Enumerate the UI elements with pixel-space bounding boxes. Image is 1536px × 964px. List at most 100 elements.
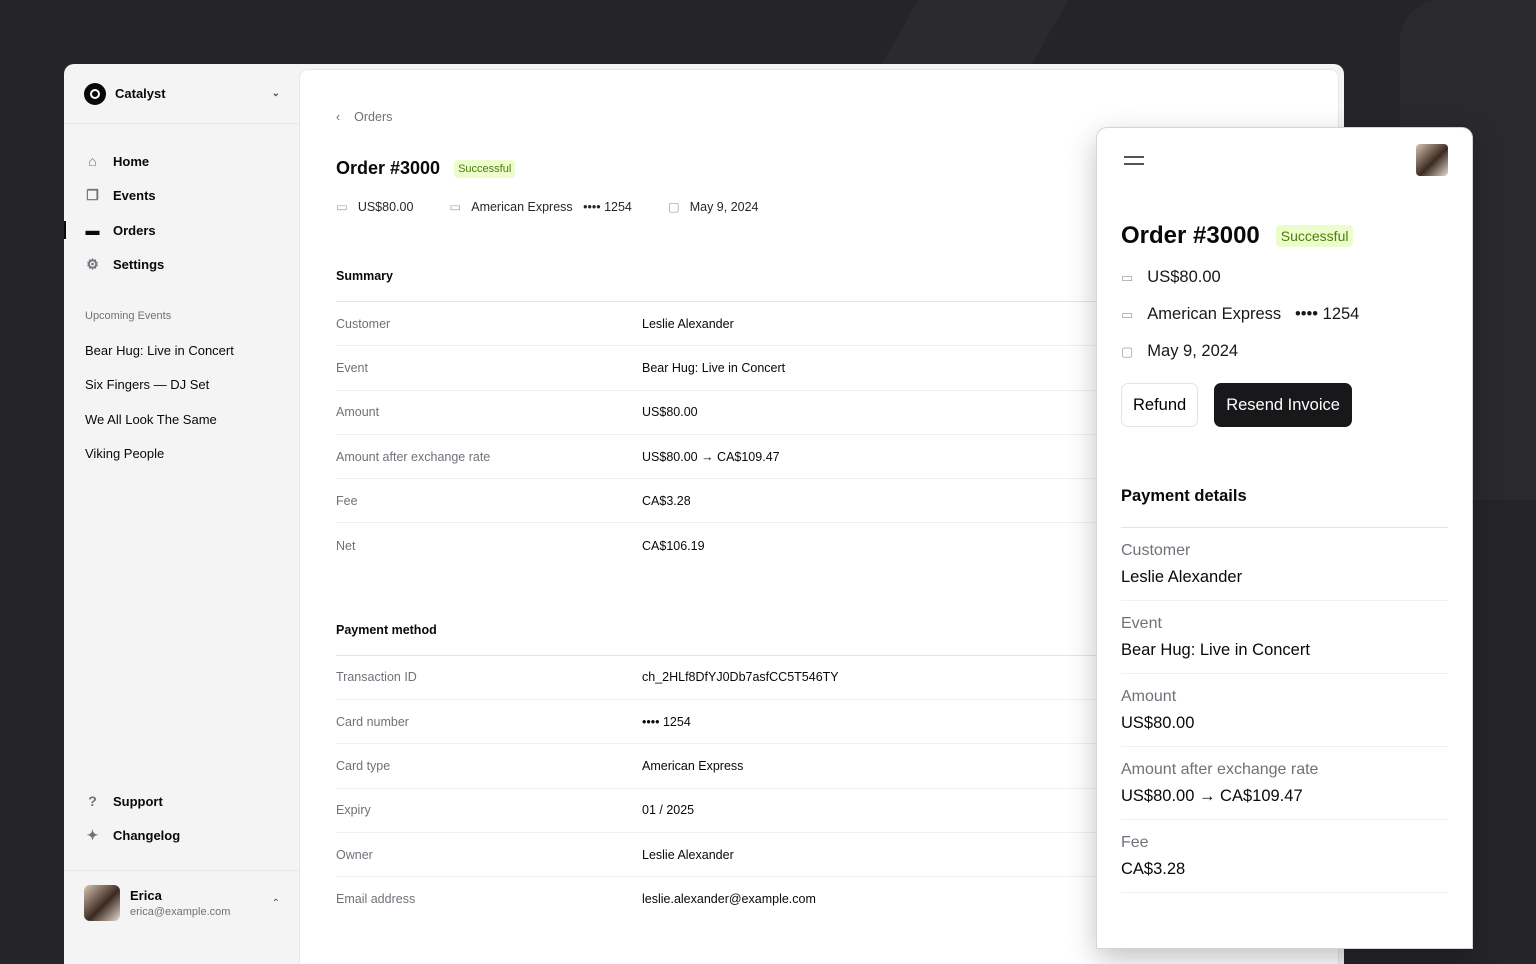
- gear-icon: ⚙: [86, 256, 99, 273]
- sidebar-event-item[interactable]: We All Look The Same: [85, 411, 217, 427]
- avatar[interactable]: [1416, 144, 1448, 176]
- sidebar-item-label: Settings: [113, 257, 165, 273]
- detail-row: Fee CA$3.28: [1121, 820, 1448, 893]
- detail-value: US$80.00: [642, 405, 698, 420]
- status-badge: Successful: [454, 159, 516, 178]
- detail-label: Net: [336, 538, 356, 553]
- detail-label: Customer: [336, 316, 391, 331]
- sidebar-item-changelog[interactable]: ✦ Changelog: [84, 819, 181, 854]
- page-title: Order #3000: [1121, 222, 1260, 249]
- detail-row: Card type American Express: [336, 744, 1302, 789]
- payment-method-heading: Payment method: [336, 623, 1302, 656]
- detail-label: Card type: [336, 759, 391, 774]
- detail-row: Amount after exchange rate US$80.00 → CA$…: [336, 435, 1302, 480]
- sidebar-item-label: Orders: [113, 222, 156, 238]
- detail-value: Leslie Alexander: [642, 847, 734, 862]
- summary-heading: Summary: [336, 269, 1302, 302]
- detail-label: Amount after exchange rate: [1121, 761, 1319, 778]
- detail-value: 01 / 2025: [642, 803, 695, 818]
- resend-invoice-button[interactable]: Resend Invoice: [1214, 383, 1352, 427]
- detail-label: Amount: [1121, 688, 1177, 705]
- detail-value: CA$106.19: [642, 538, 705, 553]
- detail-label: Fee: [1121, 834, 1149, 851]
- sidebar-item-label: Home: [113, 153, 150, 169]
- refund-button[interactable]: Refund: [1121, 383, 1199, 427]
- status-badge: Successful: [1275, 225, 1354, 247]
- detail-value: CA$3.28: [642, 493, 691, 508]
- chevron-up-icon: ⌃: [271, 897, 280, 909]
- detail-row: Card number •••• 1254: [336, 700, 1302, 745]
- user-menu[interactable]: Erica erica@example.com ⌃: [64, 870, 300, 935]
- sidebar-item-support[interactable]: ? Support: [84, 784, 180, 819]
- section-heading: Upcoming Events: [85, 310, 172, 322]
- sidebar-item-label: Events: [113, 188, 156, 204]
- breadcrumb-orders[interactable]: Orders: [354, 110, 393, 124]
- meta-card: ▭ American Express •••• 1254: [449, 200, 632, 214]
- detail-row: Expiry 01 / 2025: [336, 789, 1302, 833]
- sidebar-item-label: Support: [113, 793, 163, 809]
- credit-card-icon: ▭: [1121, 307, 1134, 322]
- detail-value: Bear Hug: Live in Concert: [1121, 641, 1310, 659]
- detail-label: Event: [336, 360, 368, 375]
- meta-amount: ▭ US$80.00: [336, 200, 414, 214]
- detail-value: American Express: [642, 759, 744, 774]
- detail-row: Transaction ID ch_2HLf8DfYJ0Db7asfCC5T546…: [336, 656, 1302, 701]
- sidebar-event-item[interactable]: Bear Hug: Live in Concert: [85, 343, 234, 358]
- sidebar-item-events[interactable]: ❐ Events: [84, 179, 280, 214]
- menu-icon[interactable]: [1124, 155, 1144, 165]
- breadcrumb[interactable]: ‹ Orders: [336, 110, 1302, 124]
- credit-card-icon: ▭: [449, 200, 462, 214]
- detail-row: Amount after exchange rate US$80.00 → CA$…: [1121, 747, 1448, 820]
- detail-value: US$80.00 → CA$109.47: [1121, 787, 1303, 805]
- chevron-left-icon: ‹: [336, 110, 341, 124]
- detail-label: Amount: [336, 405, 380, 420]
- detail-value: leslie.alexander@example.com: [642, 892, 816, 907]
- avatar: [84, 885, 120, 921]
- sidebar-item-home[interactable]: ⌂ Home: [84, 144, 280, 179]
- calendar-icon: ▢: [667, 200, 680, 214]
- mobile-preview: Order #3000 Successful ▭ US$80.00 ▭ America…: [1097, 128, 1472, 948]
- payment-details-heading: Payment details: [1121, 487, 1448, 528]
- detail-label: Owner: [336, 847, 373, 862]
- detail-label: Event: [1121, 615, 1162, 632]
- detail-row: Event Bear Hug: Live in Concert: [336, 346, 1302, 391]
- team-name: Catalyst: [115, 86, 166, 101]
- detail-label: Card number: [336, 714, 409, 729]
- team-switcher[interactable]: Catalyst ⌄: [64, 64, 300, 124]
- detail-label: Expiry: [336, 803, 371, 818]
- catalyst-logo: [84, 82, 106, 105]
- detail-row: Email address leslie.alexander@example.co…: [336, 877, 1302, 921]
- page-title: Order #3000: [336, 158, 441, 178]
- detail-row: Customer Leslie Alexander: [336, 302, 1302, 347]
- detail-value: Bear Hug: Live in Concert: [642, 360, 786, 375]
- sidebar: Catalyst ⌄ ⌂ Home ❐ Events ▬ Orders ⚙ Settings U…: [64, 64, 300, 964]
- detail-value: Leslie Alexander: [1121, 568, 1243, 586]
- events-icon: ❐: [86, 187, 99, 204]
- detail-label: Amount after exchange rate: [336, 449, 491, 464]
- detail-value: US$80.00 → CA$109.47: [642, 449, 780, 464]
- sidebar-item-settings[interactable]: ⚙ Settings: [84, 248, 280, 283]
- calendar-icon: ▢: [1121, 344, 1134, 359]
- chevron-down-icon: ⌄: [271, 88, 280, 99]
- user-name: Erica: [130, 888, 162, 903]
- detail-value: CA$3.28: [1121, 860, 1186, 878]
- detail-label: Fee: [336, 493, 358, 508]
- meta-amount: ▭ US$80.00: [1121, 268, 1221, 286]
- ticket-icon: ▬: [85, 221, 100, 238]
- sparkles-icon: ✦: [86, 827, 99, 844]
- detail-row: Net CA$106.19: [336, 523, 1302, 567]
- sidebar-item-orders[interactable]: ▬ Orders: [64, 213, 280, 248]
- detail-row: Fee CA$3.28: [336, 479, 1302, 524]
- detail-row: Owner Leslie Alexander: [336, 833, 1302, 878]
- detail-value: Leslie Alexander: [642, 316, 734, 331]
- detail-row: Event Bear Hug: Live in Concert: [1121, 601, 1448, 674]
- detail-row: Amount US$80.00: [336, 391, 1302, 435]
- sidebar-event-item[interactable]: Viking People: [85, 445, 165, 461]
- sidebar-event-item[interactable]: Six Fingers — DJ Set: [85, 377, 210, 393]
- detail-label: Transaction ID: [336, 670, 417, 685]
- user-email: erica@example.com: [130, 906, 231, 918]
- detail-value: US$80.00: [1121, 714, 1195, 732]
- detail-label: Customer: [1121, 542, 1191, 559]
- meta-date: ▢ May 9, 2024: [667, 200, 759, 214]
- detail-value: ch_2HLf8DfYJ0Db7asfCC5T546TY: [642, 670, 839, 685]
